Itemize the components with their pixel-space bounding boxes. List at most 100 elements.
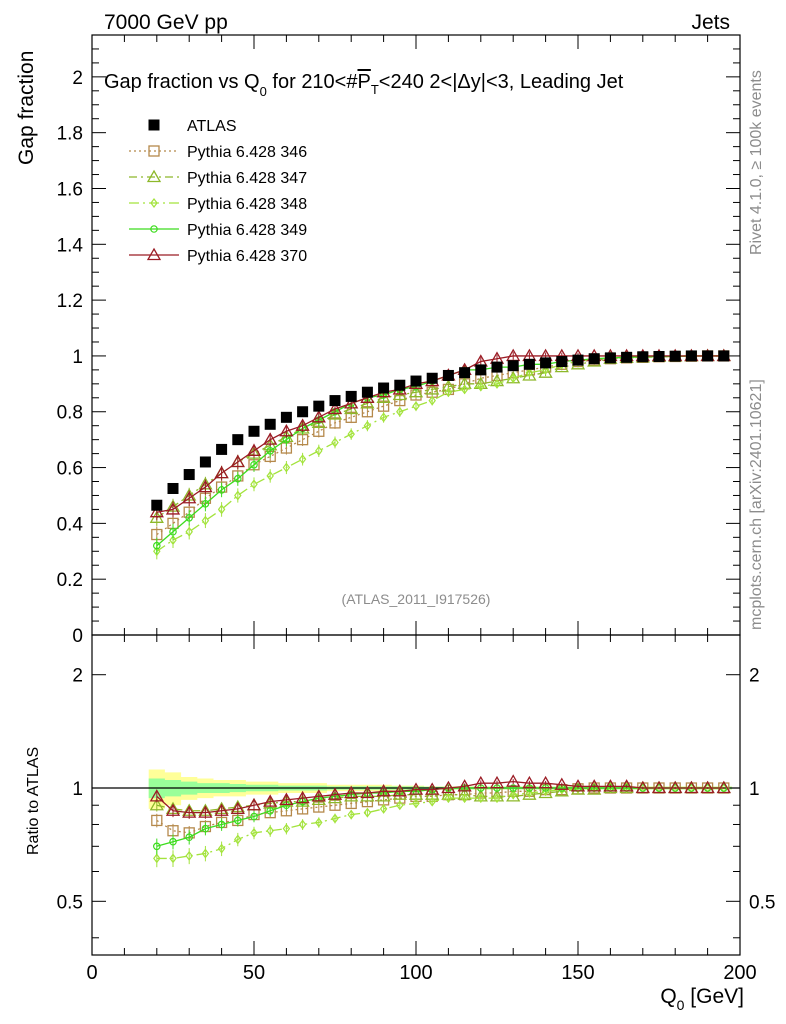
point-p370 [344,785,359,799]
point-p349 [185,513,194,522]
series-line-p348 [156,355,724,552]
point-p370 [473,775,488,789]
point-p348 [234,834,242,845]
point-p348 [525,787,534,798]
legend-label-p370: Pythia 6.428 370 [187,248,307,265]
point-p348 [412,798,420,809]
point-atlas [167,482,179,494]
point-p348 [347,809,355,820]
point-atlas [232,434,244,446]
series-line-p370 [156,780,724,814]
point-p348 [315,817,323,828]
main-plot: 0 0.2 0.4 0.6 0.8 1 1.2 1.4 1.6 1.8 2 [57,34,741,647]
point-atlas [523,358,535,370]
point-p348 [444,387,453,398]
point-p348 [493,793,501,804]
mcplots-label: mcplots.cern.ch [arXiv:2401.10621] [748,379,765,630]
point-p370 [489,775,505,789]
point-p370 [327,401,343,415]
point-p347 [392,787,407,800]
point-p370 [327,787,343,800]
point-atlas [621,351,633,363]
legend-label-atlas: ATLAS [187,118,237,135]
point-p370 [165,803,181,816]
legend-label-p349: Pythia 6.428 349 [187,222,307,239]
y-tick-label: 1.2 [57,291,83,312]
series-line-p348 [156,787,724,860]
point-atlas [280,411,292,423]
series-line-p349 [156,355,724,547]
point-p348 [477,381,485,392]
y-tick-label: 2 [72,666,83,687]
point-p370 [457,779,472,792]
point-p370 [295,790,310,804]
point-p349 [234,816,242,825]
point-p348 [169,535,177,546]
point-p349 [169,527,177,536]
point-atlas [459,367,471,379]
point-p370 [700,780,715,794]
point-p348 [315,445,323,456]
point-p348 [379,803,388,814]
x-tick-label: 100 [399,962,432,984]
point-p370 [149,789,164,802]
point-atlas [685,350,697,362]
legend-marker-p346 [148,145,160,157]
point-p370 [246,443,262,456]
legend: ATLAS Pythia 6.428 346 Pythia 6.428 347 Pyt… [129,118,307,265]
main-title: Gap fraction vs Q0 for 210<#PT<240 2<|Δy… [104,71,624,99]
point-p348 [428,796,436,807]
point-atlas [702,350,714,362]
point-atlas [394,379,406,391]
point-atlas [151,499,163,511]
point-p370 [214,465,229,479]
y-tick-label: 0.2 [57,570,83,591]
point-p348 [363,420,372,431]
point-p348 [185,850,193,861]
point-p370 [603,779,618,792]
y-tick-label: 1.4 [57,235,84,256]
point-p348 [493,378,501,389]
y-tick-label-right: 0.5 [749,892,775,913]
point-p348 [250,479,258,490]
point-p370 [684,780,699,794]
point-p370 [538,775,553,789]
point-atlas [588,353,600,365]
point-p370 [587,779,602,792]
point-p370 [619,779,634,792]
y-tick-label-right: 2 [749,666,760,687]
point-atlas [718,350,730,362]
point-p348 [266,825,274,836]
point-p370 [522,775,537,789]
point-p348 [396,800,404,811]
point-p348 [234,490,242,501]
point-p347 [425,382,440,395]
legend-marker-p370 [146,247,162,261]
y-tick-label-right: 1 [749,779,760,800]
point-p370 [279,792,294,806]
legend-marker-p348 [150,198,158,208]
point-p370 [651,780,667,794]
point-atlas [491,361,503,373]
point-atlas [604,352,616,364]
legend-label-p348: Pythia 6.428 348 [187,196,307,213]
point-p348 [477,793,485,804]
point-p370 [230,454,245,468]
header-left: 7000 GeV pp [104,11,228,34]
point-p348 [153,853,161,864]
point-p348 [282,462,291,473]
point-p348 [363,807,372,818]
legend-label-p347: Pythia 6.428 347 [187,170,307,187]
y-tick-label: 0.5 [57,892,83,913]
point-p348 [331,813,339,824]
point-p347 [538,365,553,378]
point-p348 [525,367,534,378]
point-atlas [297,406,309,418]
point-p370 [165,502,181,515]
point-p370 [668,780,683,794]
point-p348 [201,515,210,526]
point-p349 [217,486,226,494]
point-p348 [266,470,274,481]
point-p349 [153,541,161,550]
point-p370 [279,423,294,437]
